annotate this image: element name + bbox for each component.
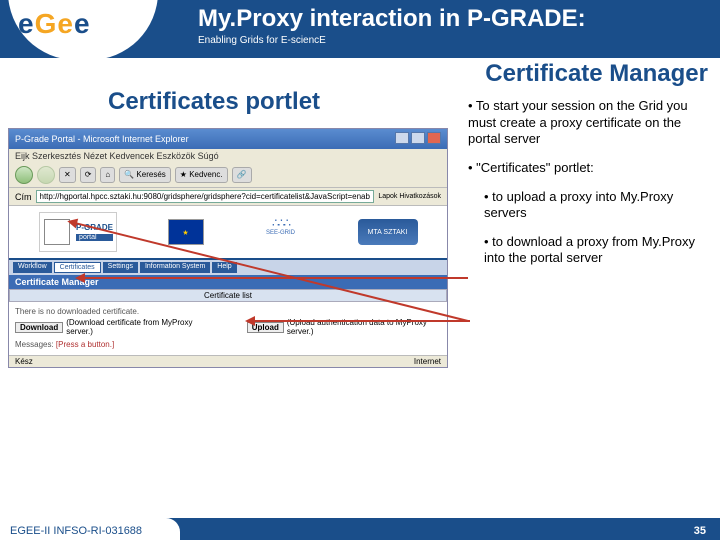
address-input[interactable] bbox=[36, 190, 375, 203]
sztaki-logo: MTA SZTAKI bbox=[358, 219, 418, 245]
tab-settings[interactable]: Settings bbox=[103, 262, 138, 273]
browser-toolbar[interactable]: ✕⟳⌂ 🔍 Keresés ★ Kedvenc. 🔗 bbox=[9, 163, 447, 188]
status-right: Internet bbox=[414, 357, 441, 366]
slide-title-1: My.Proxy interaction in P-GRADE: bbox=[198, 6, 708, 32]
slide-title-2: Certificate Manager bbox=[340, 60, 708, 88]
footer-ref: EGEE-II INFSO-RI-031688 bbox=[10, 525, 142, 537]
status-left: Kész bbox=[15, 357, 33, 366]
bullet-2: • "Certificates" portlet: bbox=[468, 160, 706, 177]
see-grid-logo: ∴∴∴ SEE-GRID bbox=[255, 216, 307, 248]
bullet-2a: • to upload a proxy into My.Proxy server… bbox=[484, 189, 706, 222]
eu-flag-icon: ⋆ bbox=[168, 219, 204, 245]
no-cert-text: There is no downloaded certificate. bbox=[15, 307, 441, 316]
addr-label: Cím bbox=[15, 192, 32, 202]
download-button[interactable]: Download bbox=[15, 322, 63, 333]
bullet-2b: • to download a proxy from My.Proxy into… bbox=[484, 234, 706, 267]
addr-links[interactable]: Lapok Hivatkozások bbox=[378, 193, 441, 200]
bullet-1: • To start your session on the Grid you … bbox=[468, 98, 706, 148]
browser-screenshot: P-Grade Portal - Microsoft Internet Expl… bbox=[8, 128, 448, 368]
arrow-to-tab bbox=[78, 277, 468, 279]
messages-label: Messages: bbox=[15, 340, 54, 349]
egee-logo: eGee bbox=[18, 8, 91, 40]
slide-number: 35 bbox=[694, 525, 706, 537]
menu-bar[interactable]: Eĳk Szerkesztés Nézet Kedvencek Eszközök… bbox=[9, 149, 447, 163]
download-hint: (Download certificate from MyProxy serve… bbox=[66, 318, 207, 336]
window-title: P-Grade Portal - Microsoft Internet Expl… bbox=[15, 134, 189, 144]
arrow-to-upload bbox=[248, 320, 470, 322]
tab-info[interactable]: Information System bbox=[140, 262, 210, 273]
messages-value: [Press a button.] bbox=[56, 340, 114, 349]
tab-workflow[interactable]: Workflow bbox=[13, 262, 52, 273]
tab-certificates[interactable]: Certificates bbox=[54, 262, 101, 273]
window-buttons[interactable] bbox=[393, 132, 441, 146]
slide-subtitle: Certificates portlet bbox=[108, 88, 320, 116]
tagline: Enabling Grids for E-sciencE bbox=[198, 35, 326, 46]
